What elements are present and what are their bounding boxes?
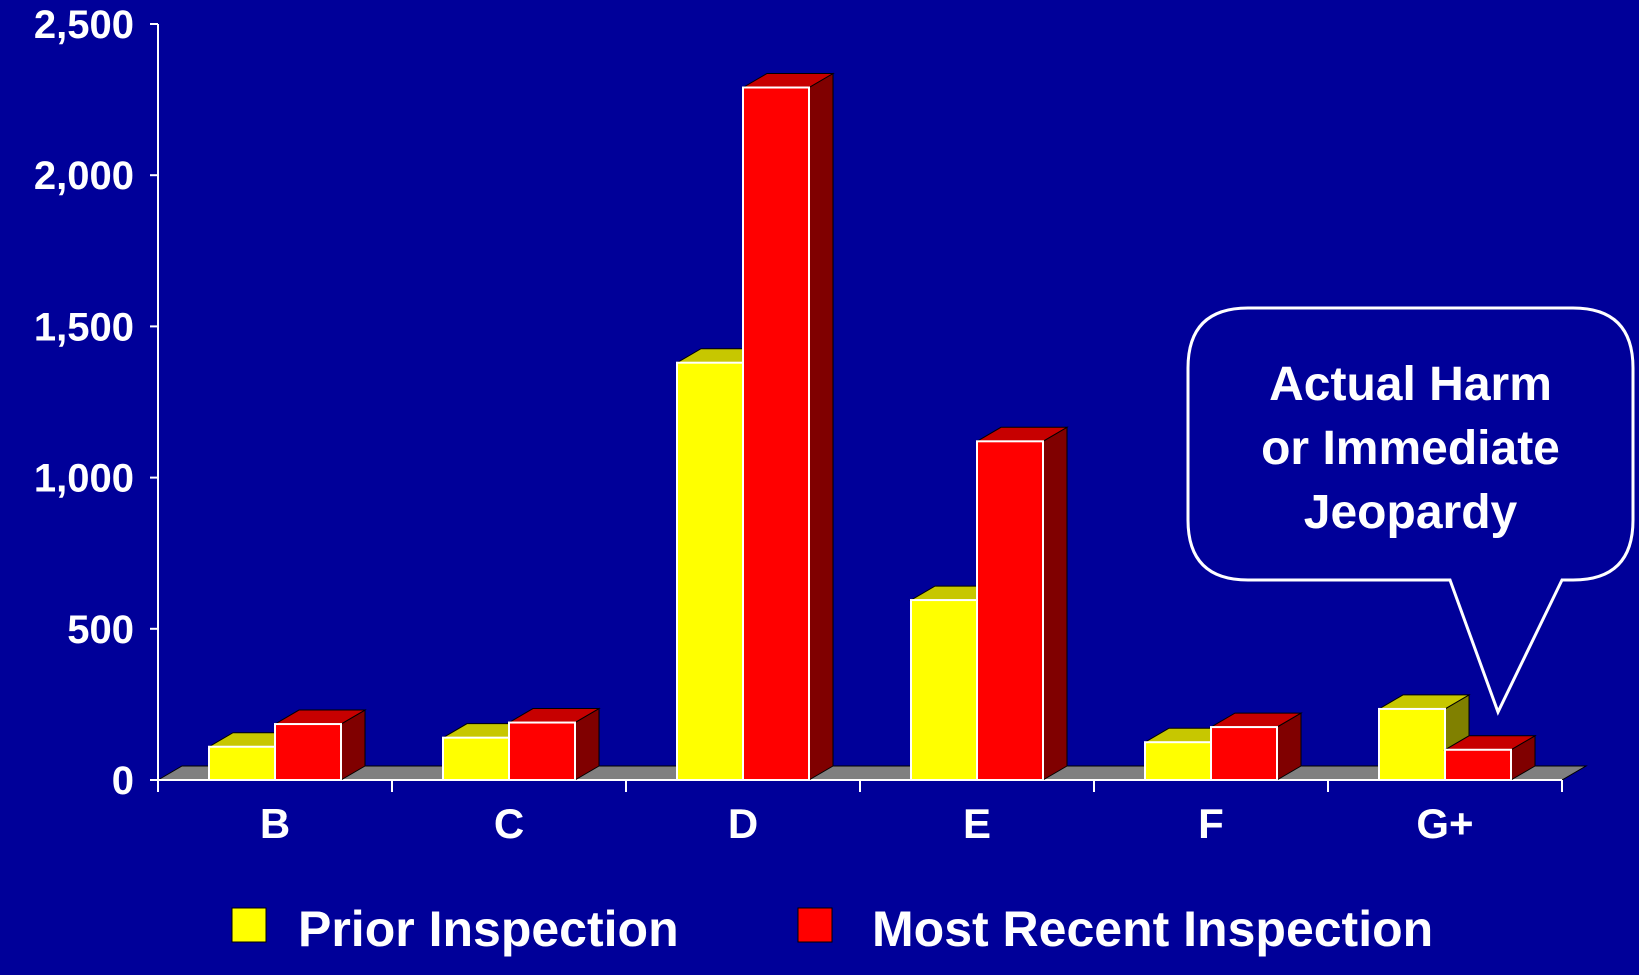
y-tick-label: 2,000 (34, 154, 134, 198)
bar (1443, 734, 1537, 782)
bar (1209, 712, 1303, 782)
callout-bubble (1186, 306, 1635, 716)
legend-label: Most Recent Inspection (872, 901, 1433, 957)
bar (507, 707, 601, 782)
bar-front (442, 736, 510, 781)
chart-floor (156, 765, 1588, 781)
x-tick-label: C (494, 800, 524, 847)
callout-text-line: Jeopardy (1304, 486, 1518, 539)
y-tick-label: 2,500 (34, 3, 134, 47)
y-tick-label: 1,000 (34, 457, 134, 501)
x-tick-label: G+ (1416, 800, 1473, 847)
bar-front (1144, 741, 1212, 782)
bar-front (1444, 748, 1512, 782)
bar-front (910, 599, 978, 782)
bar (975, 426, 1069, 781)
chart-floor-plane (156, 765, 1588, 781)
callout-annotation: Actual Harm or Immediate Jeopardy (1186, 306, 1635, 716)
bar (741, 72, 835, 781)
chart-bars (207, 72, 1537, 782)
bar-front (274, 723, 342, 782)
bar-front (1378, 707, 1446, 781)
bar-side (1042, 426, 1068, 781)
bar-front (976, 440, 1044, 781)
chart-legend: Prior Inspection Most Recent Inspection (231, 901, 1433, 957)
bar-front (676, 361, 744, 781)
x-tick-label: F (1198, 800, 1224, 847)
bar-front (508, 721, 576, 782)
bar-front (208, 745, 276, 782)
x-tick-label: B (260, 800, 290, 847)
bar-side (808, 72, 834, 781)
y-tick-label: 0 (112, 759, 134, 803)
callout-text-line: Actual Harm (1269, 358, 1552, 411)
bar (273, 709, 367, 782)
bar-front (1210, 726, 1278, 782)
y-tick-label: 1,500 (34, 305, 134, 349)
callout-text-line: or Immediate (1261, 422, 1560, 475)
legend-swatch (231, 907, 267, 943)
chart-axes: 0 500 1,000 1,500 2,000 2,500 B C D E F G+ (34, 3, 1563, 847)
bar-front (742, 86, 810, 781)
x-tick-label: E (963, 800, 991, 847)
x-tick-label: D (728, 800, 758, 847)
legend-swatch (797, 907, 833, 943)
legend-label: Prior Inspection (298, 901, 679, 957)
y-tick-label: 500 (67, 608, 134, 652)
